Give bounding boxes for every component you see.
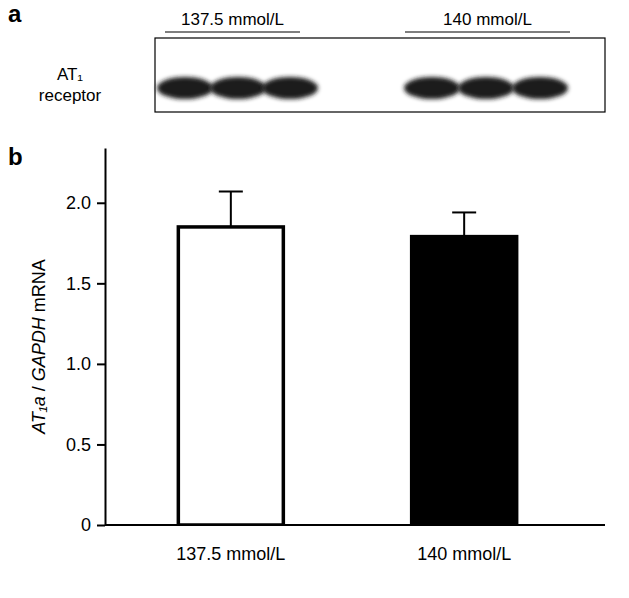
- y-axis-title-part: mRNA: [29, 259, 49, 317]
- error-bar: [452, 212, 476, 236]
- group-bracket: [405, 31, 570, 32]
- group-bracket: [165, 31, 300, 32]
- y-axis: 0 0.5 1.0 1.5 2.0: [66, 149, 106, 536]
- y-axis-title: AT₁a / GAPDH mRNA: [29, 259, 49, 434]
- error-stem: [230, 192, 232, 227]
- y-tick-label: 0.5: [66, 435, 91, 455]
- blot-band: [157, 77, 213, 99]
- error-cap: [219, 191, 243, 193]
- blot-band: [458, 77, 514, 99]
- x-tick-label: 140 mmol/L: [417, 544, 511, 564]
- bar: [412, 237, 517, 525]
- x-axis-line: [105, 524, 605, 526]
- blot-band: [404, 77, 460, 99]
- panel-label: b: [8, 143, 23, 170]
- y-axis-line: [105, 149, 107, 526]
- group-label: 140 mmol/L: [443, 10, 532, 29]
- y-tick: 1.5: [66, 274, 105, 294]
- chart: a b 137.5 mmol/L 140 mmol/L AT₁ receptor 0 0.5 1…: [0, 0, 629, 598]
- blot-label: AT₁ receptor: [39, 65, 102, 105]
- y-tick-mark: [97, 202, 105, 204]
- blot-frame: [155, 38, 605, 112]
- blot-label-line: receptor: [39, 86, 102, 105]
- y-tick-label: 1.0: [66, 354, 91, 374]
- group-label: 137.5 mmol/L: [181, 10, 284, 29]
- error-stem: [463, 212, 465, 236]
- x-tick: 137.5 mmol/L: [176, 525, 285, 564]
- error-bar: [219, 192, 243, 227]
- panel-label: a: [8, 0, 22, 27]
- y-tick-mark: [97, 525, 105, 527]
- y-tick-mark: [97, 444, 105, 446]
- y-tick-label: 2.0: [66, 193, 91, 213]
- y-tick-mark: [97, 363, 105, 365]
- error-cap: [452, 211, 476, 213]
- y-tick-mark: [97, 283, 105, 285]
- y-tick-label: 0: [81, 515, 91, 535]
- y-axis-title-part: GAPDH: [29, 316, 49, 386]
- x-tick-label: 137.5 mmol/L: [176, 544, 285, 564]
- bar: [178, 227, 283, 525]
- y-tick: 0.5: [66, 435, 105, 455]
- plot-area: [178, 192, 516, 526]
- blot-band: [262, 77, 318, 99]
- blot-label-line: AT₁: [57, 65, 83, 84]
- y-tick-label: 1.5: [66, 274, 91, 294]
- blot-band: [512, 77, 568, 99]
- x-axis: 137.5 mmol/L 140 mmol/L: [105, 525, 605, 564]
- blot-band: [210, 77, 266, 99]
- y-axis-title-part: AT₁a: [29, 396, 49, 434]
- x-tick: 140 mmol/L: [417, 525, 511, 564]
- y-tick: 1.0: [66, 354, 105, 374]
- y-tick: 2.0: [66, 193, 105, 213]
- y-tick: 0: [81, 515, 105, 535]
- y-axis-title-part: /: [29, 386, 49, 396]
